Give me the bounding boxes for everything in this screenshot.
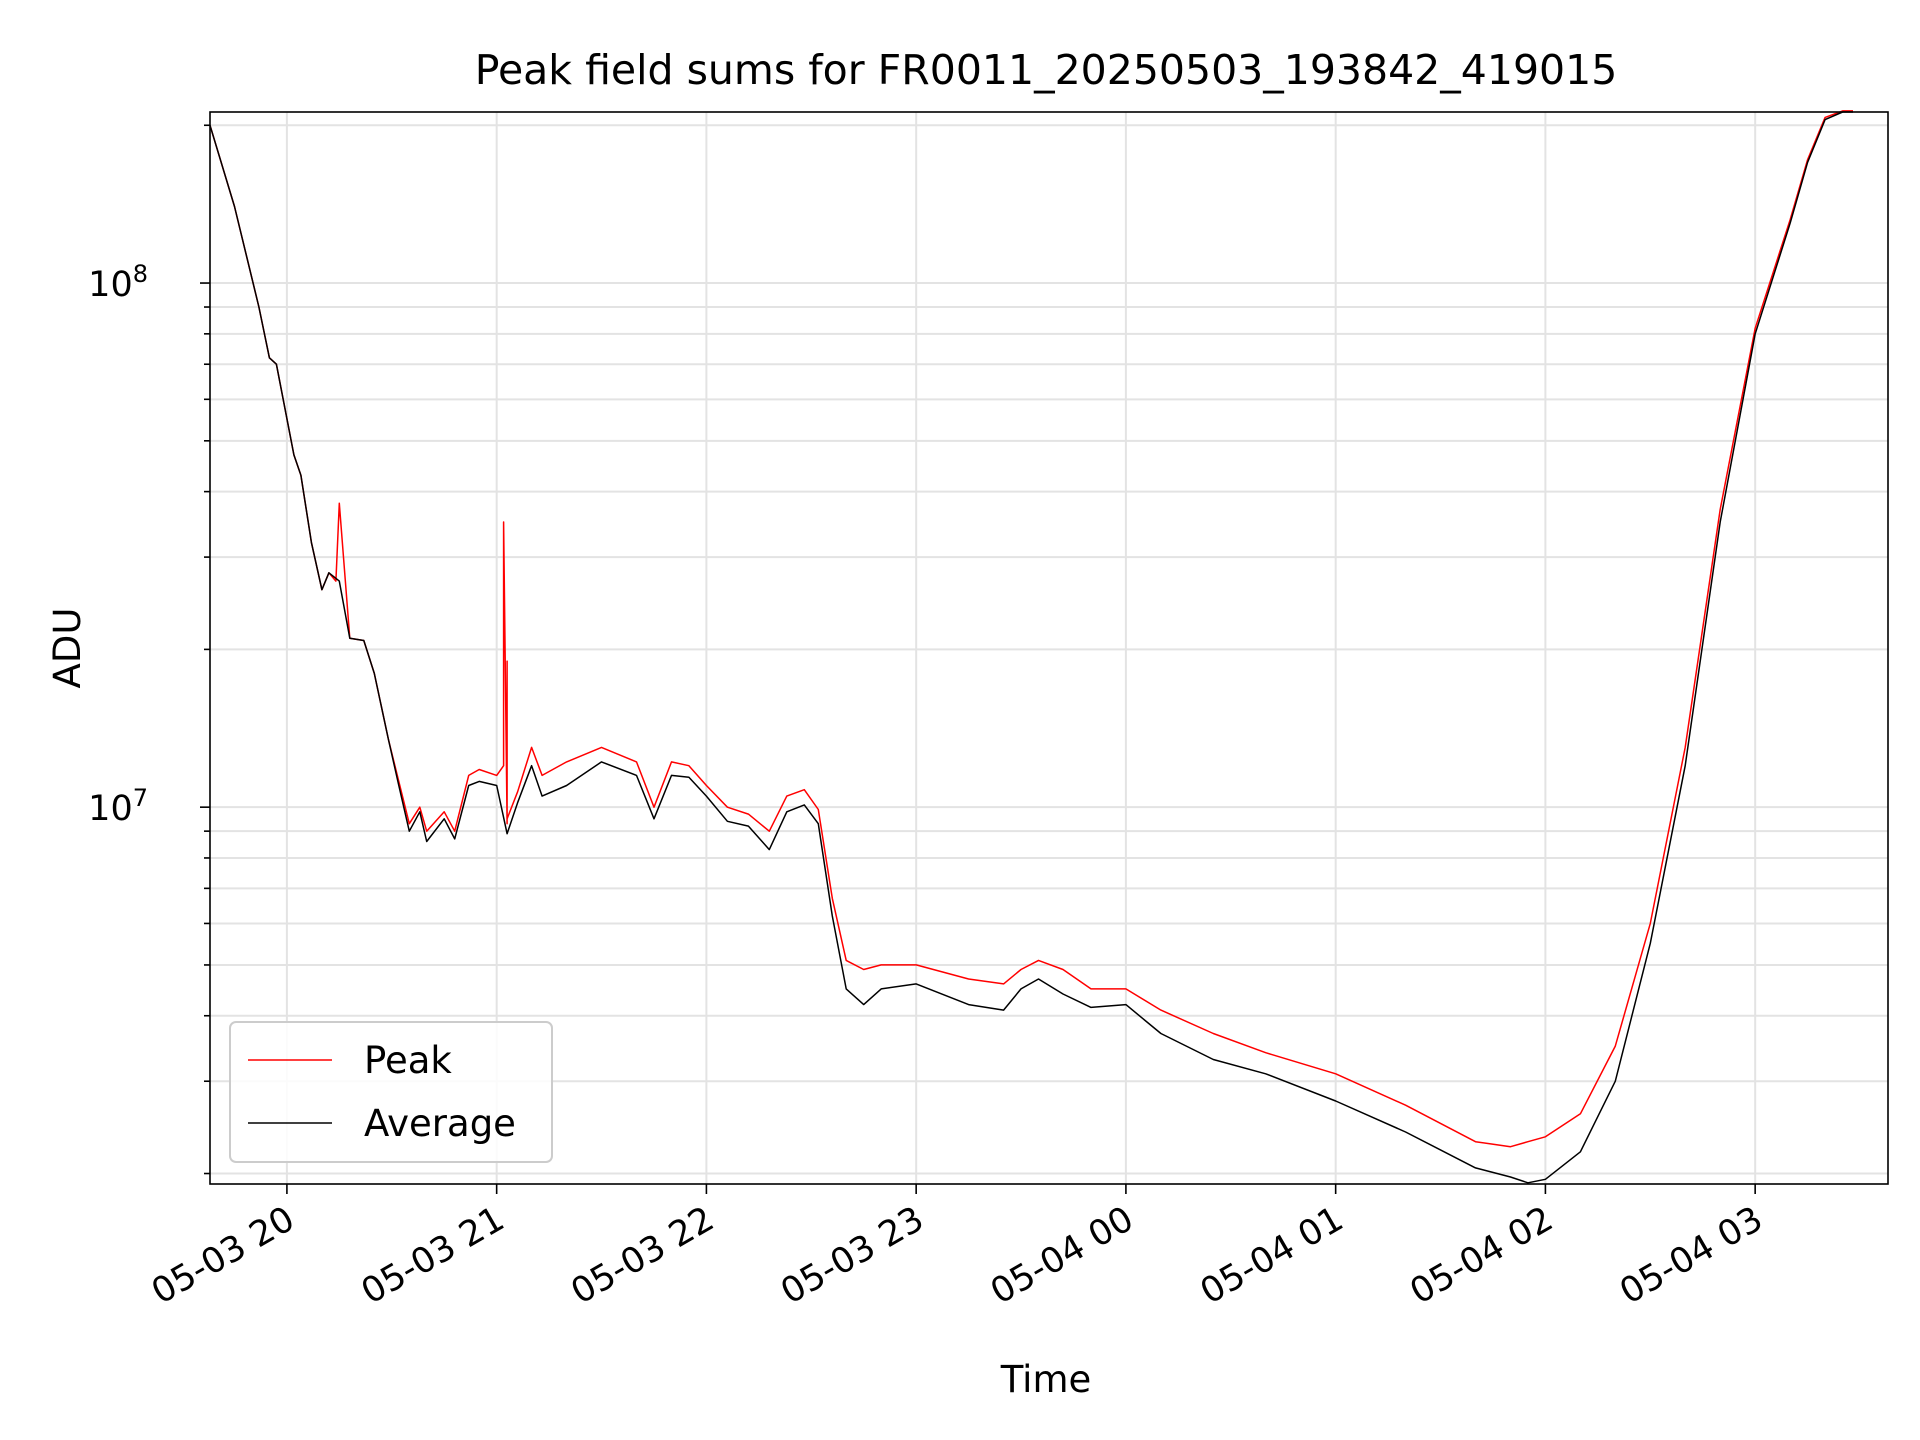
- y-tick-label: 107: [88, 784, 148, 829]
- legend-peak-label: Peak: [364, 1039, 452, 1082]
- series-lines: [209, 110, 1853, 1184]
- axes-frame: [209, 111, 1889, 1185]
- average-series-line: [209, 111, 1853, 1184]
- legend: Peak Average: [229, 1021, 553, 1163]
- y-axis-label: ADU: [46, 608, 89, 689]
- legend-average-label: Average: [364, 1102, 516, 1145]
- legend-box: [229, 1021, 553, 1163]
- chart-title: Peak field sums for FR0011_20250503_1938…: [475, 46, 1618, 94]
- y-tick-label: 108: [88, 260, 148, 305]
- grid: [210, 112, 1888, 1184]
- x-axis-label: Time: [1000, 1358, 1092, 1401]
